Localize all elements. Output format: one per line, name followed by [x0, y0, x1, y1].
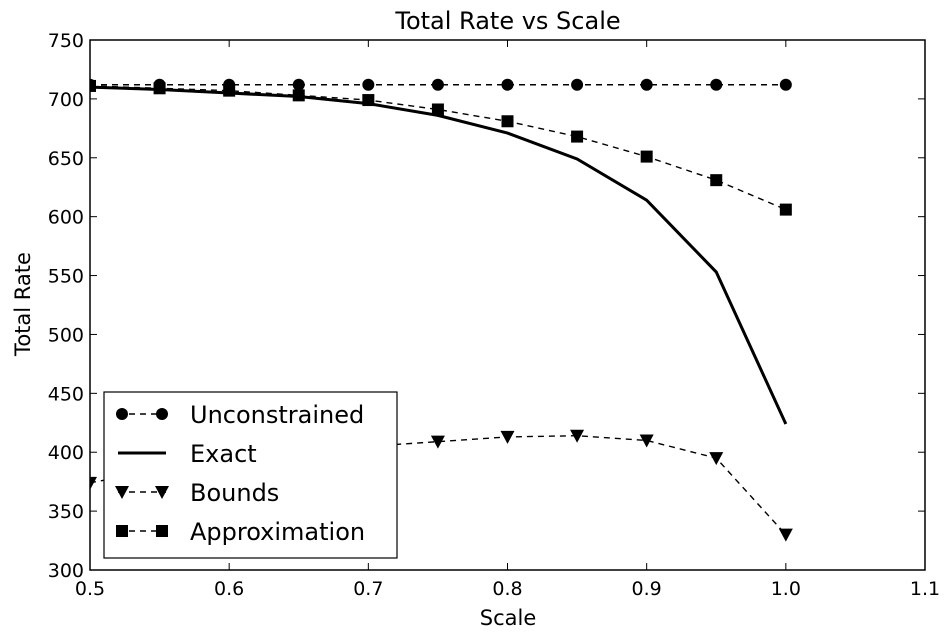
y-tick-label: 350: [48, 501, 84, 523]
data-point-bounds: [709, 452, 724, 466]
data-point-bounds: [778, 528, 793, 542]
data-point-unconstrained: [640, 78, 653, 91]
legend-label-bounds: Bounds: [190, 479, 279, 507]
y-tick-label: 650: [48, 148, 84, 170]
x-tick-label: 0.6: [214, 578, 244, 600]
axis-ticks: 0.5 0.6 0.7 0.8 0.9 1.0 1.1 300 350 400 450 500 550 6…: [48, 30, 940, 600]
legend-marker-bounds: [115, 486, 129, 499]
series-line-approximation: [90, 85, 787, 211]
data-point-approximation: [571, 130, 584, 143]
y-tick-label: 450: [48, 383, 84, 405]
y-tick-label: 400: [48, 442, 84, 464]
data-point-bounds: [639, 434, 654, 448]
y-tick-label: 300: [48, 560, 84, 582]
data-point-approximation: [90, 79, 96, 92]
data-point-approximation: [292, 89, 305, 102]
legend: Unconstrained Exact Bounds Approximation: [103, 391, 398, 559]
data-point-approximation: [362, 94, 375, 107]
data-point-approximation: [431, 103, 444, 116]
data-point-unconstrained: [431, 78, 444, 91]
data-point-bounds: [500, 430, 515, 444]
legend-marker-approximation: [116, 525, 128, 537]
legend-label-approximation: Approximation: [190, 518, 365, 546]
series-approximation: [90, 79, 792, 216]
x-tick-label: 0.5: [75, 578, 105, 600]
data-point-unconstrained: [779, 78, 792, 91]
data-point-unconstrained: [501, 78, 514, 91]
y-tick-label: 600: [48, 207, 84, 229]
legend-marker-unconstrained: [116, 408, 128, 420]
data-point-approximation: [501, 115, 514, 128]
x-tick-label: 0.8: [492, 578, 522, 600]
series-line-exact: [90, 85, 788, 425]
x-tick-label: 0.7: [353, 578, 383, 600]
data-point-unconstrained: [292, 78, 305, 91]
data-point-approximation: [640, 150, 653, 163]
legend-marker-approximation: [156, 525, 168, 537]
data-point-unconstrained: [710, 78, 723, 91]
chart-title: Total Rate vs Scale: [394, 7, 620, 35]
x-tick-label: 1.1: [910, 578, 940, 600]
y-tick-label: 500: [48, 324, 84, 346]
data-point-approximation: [223, 84, 236, 97]
y-tick-label: 750: [48, 30, 84, 52]
y-axis-label: Total Rate: [11, 252, 35, 357]
data-point-approximation: [153, 82, 166, 95]
data-point-unconstrained: [362, 78, 375, 91]
data-point-bounds: [570, 429, 585, 443]
data-point-approximation: [710, 174, 723, 187]
plot-frame: [89, 39, 926, 571]
data-point-unconstrained: [571, 78, 584, 91]
data-point-bounds: [430, 435, 445, 449]
x-axis-label: Scale: [480, 606, 537, 630]
data-point-bounds: [90, 476, 97, 490]
legend-label-exact: Exact: [190, 440, 257, 468]
y-tick-label: 550: [48, 266, 84, 288]
series-exact: [90, 85, 788, 425]
legend-label-unconstrained: Unconstrained: [190, 401, 364, 429]
data-point-approximation: [779, 203, 792, 216]
x-tick-label: 0.9: [632, 578, 662, 600]
legend-marker-bounds: [155, 486, 169, 499]
y-tick-label: 700: [48, 89, 84, 111]
legend-marker-unconstrained: [156, 408, 168, 420]
series-line-bounds: [90, 435, 787, 536]
x-tick-label: 1.0: [771, 578, 801, 600]
